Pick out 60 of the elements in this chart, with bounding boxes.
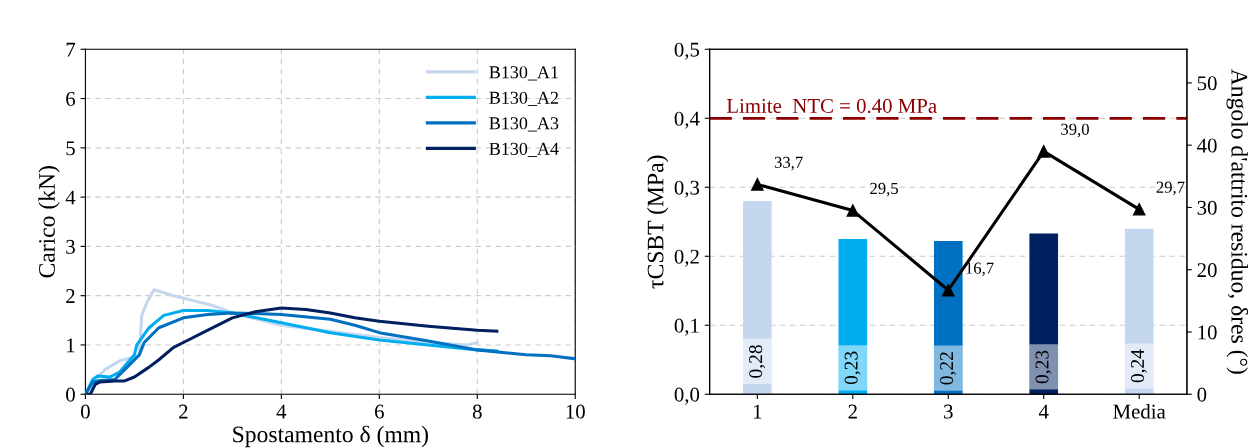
y2-axis-title: Angolo d'attrito residuo, δres (°) xyxy=(1226,68,1249,374)
legend-label: B130_A4 xyxy=(489,142,559,158)
y-tick-label: 6 xyxy=(66,91,76,106)
y-axis-title: Carico (kN) xyxy=(38,166,60,278)
y-tick-label: 7 xyxy=(66,42,76,57)
x-tick-label: 0 xyxy=(80,404,90,419)
x-tick-label: 2 xyxy=(848,404,857,419)
y-tick-label: 0,0 xyxy=(674,387,700,405)
data-label: 39,0 xyxy=(1061,123,1089,138)
data-label: 16,7 xyxy=(966,262,994,277)
legend-label: B130_A3 xyxy=(489,117,559,132)
x-tick-label: Media xyxy=(1113,403,1166,419)
y-axis-title: τCSBT (MPa) xyxy=(646,155,669,289)
bar xyxy=(933,241,963,395)
x-tick-label: 2 xyxy=(179,404,188,419)
y-tick-label: 4 xyxy=(65,190,76,205)
y-tick-label: 1 xyxy=(67,338,75,353)
x-tick-label: 3 xyxy=(944,404,953,419)
data-label: 0,28 xyxy=(749,345,766,378)
ref-line-label: Limite NTC = 0.40 MPa xyxy=(726,98,937,114)
y2-tick-label: 20 xyxy=(1197,263,1217,278)
point xyxy=(1037,145,1050,158)
y2-tick-label: 40 xyxy=(1197,138,1217,153)
data-label: 0,24 xyxy=(1130,349,1147,383)
y-tick-label: 2 xyxy=(66,289,75,303)
y2-tick-label: 0 xyxy=(1197,387,1207,402)
y2-tick-label: 50 xyxy=(1197,76,1217,91)
y2-tick-label: 10 xyxy=(1198,325,1217,340)
y2-tick-label: 30 xyxy=(1197,200,1217,215)
x-tick-label: 10 xyxy=(566,404,585,419)
data-label: 29,7 xyxy=(1156,181,1185,196)
data-label: 0,23 xyxy=(844,351,861,385)
data-label: 29,5 xyxy=(870,182,899,197)
point xyxy=(1132,203,1146,216)
point xyxy=(942,284,955,297)
data-label: 0,22 xyxy=(940,352,956,385)
y-tick-label: 0,2 xyxy=(674,249,699,267)
data-label: 0,23 xyxy=(1035,350,1052,384)
y-tick-label: 0,3 xyxy=(674,180,700,198)
x-tick-label: 6 xyxy=(375,404,384,419)
point xyxy=(751,178,764,191)
x-tick-label: 1 xyxy=(753,404,762,419)
x-tick-label: 8 xyxy=(472,404,482,419)
data-label: 33,7 xyxy=(774,156,803,171)
y-tick-label: 0,4 xyxy=(674,111,700,129)
y-tick-label: 0,5 xyxy=(674,42,700,60)
y-tick-label: 0 xyxy=(66,387,75,402)
bar xyxy=(838,239,868,395)
x-tick-label: 4 xyxy=(1038,404,1049,419)
y-tick-label: 5 xyxy=(66,141,75,156)
bar xyxy=(1029,233,1059,395)
y-tick-label: 3 xyxy=(66,239,75,254)
legend-label: B130_A1 xyxy=(489,66,558,81)
x-axis-title: Spostamento δ (mm) xyxy=(233,425,428,448)
point xyxy=(846,204,860,217)
bar xyxy=(743,201,772,395)
bar xyxy=(1124,228,1154,395)
x-tick-label: 4 xyxy=(276,404,287,419)
y-tick-label: 0,1 xyxy=(674,318,699,336)
legend-label: B130_A2 xyxy=(489,91,558,107)
